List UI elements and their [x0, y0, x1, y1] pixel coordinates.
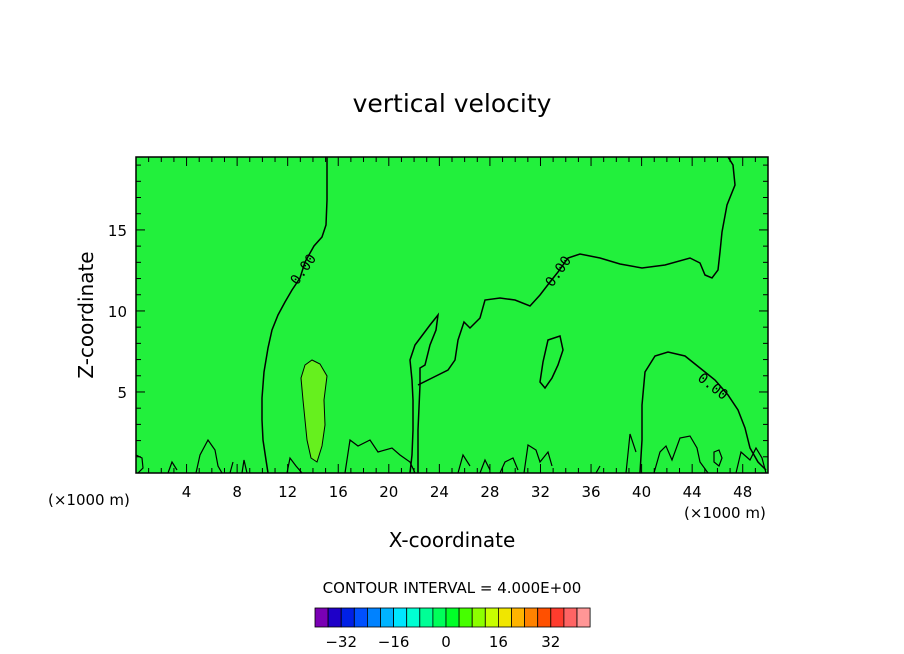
colorbar-swatch [458, 607, 473, 628]
colorbar-swatch [484, 607, 499, 628]
x-unit-label-right: (×1000 m) [684, 504, 766, 522]
colorbar-swatch [511, 607, 526, 628]
x-tick-label: 36 [581, 483, 600, 501]
colorbar-swatch [497, 607, 512, 628]
colorbar-swatch [445, 607, 460, 628]
colorbar-swatch [353, 607, 368, 628]
contour-line [639, 351, 767, 474]
y-axis-title: Z-coordinate [74, 251, 98, 378]
contour-line [417, 156, 736, 386]
y-axis: 5 10 15 [108, 164, 768, 458]
colorbar-swatch [340, 607, 355, 628]
colorbar-tick-label: −16 [378, 633, 410, 651]
x-unit-label-left: (×1000 m) [48, 491, 130, 509]
colorbar [314, 607, 591, 628]
colorbar-swatch [393, 607, 408, 628]
colorbar-swatch [537, 607, 552, 628]
colorbar-tick-label: −32 [325, 633, 357, 651]
contour-line [713, 449, 723, 467]
contour-line [135, 433, 767, 474]
updraft-region [300, 359, 328, 463]
plot-background [136, 157, 768, 473]
colorbar-tick-label: 32 [541, 633, 560, 651]
colorbar-swatch [524, 607, 539, 628]
x-tick-label: 20 [379, 483, 398, 501]
colorbar-tick-label: 16 [489, 633, 508, 651]
colorbar-swatch [563, 607, 578, 628]
colorbar-swatch [471, 607, 486, 628]
x-tick-label: 12 [278, 483, 297, 501]
y-tick-label: 10 [108, 303, 127, 321]
colorbar-swatch [314, 607, 329, 628]
x-tick-label: 4 [182, 483, 192, 501]
x-tick-label: 8 [232, 483, 242, 501]
colorbar-swatch [576, 607, 591, 628]
y-tick-label: 15 [108, 222, 127, 240]
contour-line [409, 312, 440, 474]
x-tick-label: 48 [733, 483, 752, 501]
contour-line [539, 335, 564, 390]
contour-line [261, 157, 328, 474]
y-tick-label: 5 [117, 384, 127, 402]
x-axis: 4 8 12 16 20 24 28 32 36 40 44 48 [148, 157, 756, 501]
colorbar-swatch [432, 607, 447, 628]
colorbar-swatch [406, 607, 421, 628]
chart-title: vertical velocity [353, 89, 552, 118]
x-tick-label: 32 [531, 483, 550, 501]
x-axis-title: X-coordinate [389, 528, 516, 552]
x-tick-label: 16 [329, 483, 348, 501]
colorbar-swatch [366, 607, 381, 628]
colorbar-swatch [380, 607, 395, 628]
colorbar-tick-label: 0 [441, 633, 451, 651]
colorbar-swatch [550, 607, 565, 628]
x-tick-label: 44 [683, 483, 702, 501]
colorbar-labels: −32 −16 0 16 32 [325, 633, 560, 651]
x-tick-label: 24 [430, 483, 449, 501]
x-tick-label: 40 [632, 483, 651, 501]
plot-area: 0.00 0.00 0.00 [135, 156, 769, 474]
x-tick-label: 28 [480, 483, 499, 501]
colorbar-swatch [327, 607, 342, 628]
contour-interval-text: CONTOUR INTERVAL = 4.000E+00 [323, 579, 582, 597]
colorbar-swatch [419, 607, 434, 628]
